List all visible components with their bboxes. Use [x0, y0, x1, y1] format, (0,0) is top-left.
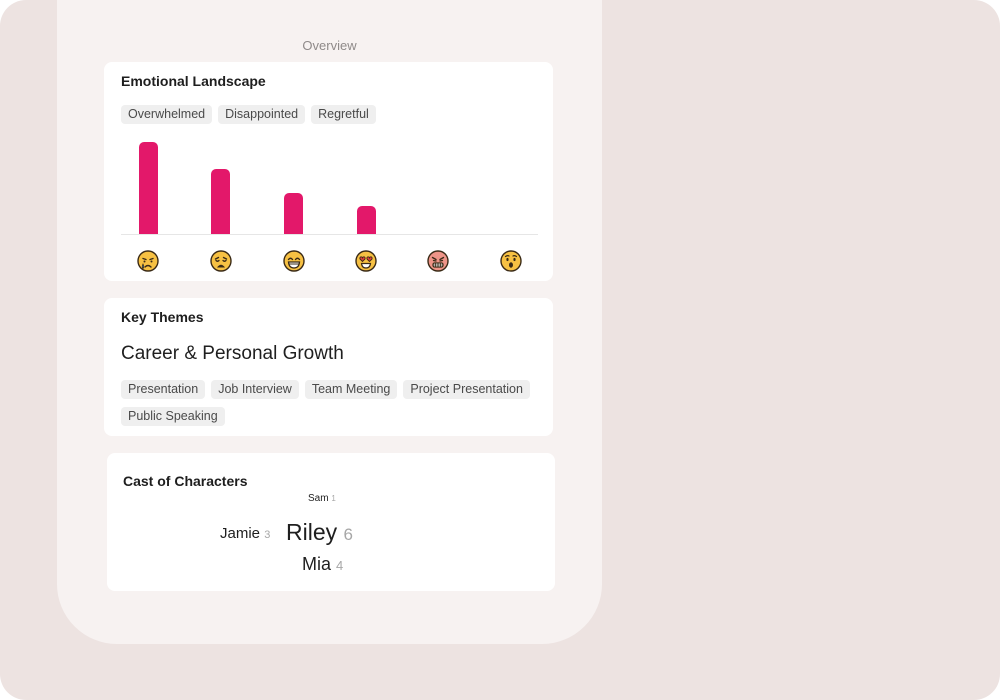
key-themes-title: Key Themes — [121, 309, 204, 325]
theme-tag[interactable]: Job Interview — [211, 380, 299, 399]
cast-card: Cast of Characters Sam 1 Jamie 3 Riley 6… — [107, 453, 555, 591]
character-jamie[interactable]: Jamie 3 — [220, 525, 270, 542]
emotion-bar-grinning-face — [283, 193, 303, 234]
character-count: 3 — [264, 529, 271, 541]
emotion-chart — [121, 132, 538, 234]
weary-face-icon — [210, 250, 232, 272]
character-riley[interactable]: Riley 6 — [286, 519, 353, 546]
character-sam[interactable]: Sam 1 — [308, 493, 336, 504]
angry-face-icon — [427, 250, 449, 272]
emotion-tag[interactable]: Overwhelmed — [121, 105, 213, 124]
emotion-bar-weary-face — [211, 168, 231, 234]
key-themes-card: Key Themes Career & Personal Growth Pres… — [104, 298, 553, 436]
emotional-landscape-title: Emotional Landscape — [121, 73, 266, 89]
cast-title: Cast of Characters — [123, 473, 248, 489]
character-name: Jamie — [220, 525, 261, 542]
surprised-face-icon — [500, 250, 522, 272]
heart-eyes-face-icon — [355, 250, 377, 272]
theme-heading: Career & Personal Growth — [121, 343, 344, 364]
theme-tag[interactable]: Public Speaking — [121, 407, 225, 426]
overview-label: Overview — [302, 38, 357, 53]
emotion-tag[interactable]: Disappointed — [218, 105, 306, 124]
emotional-landscape-card: Emotional Landscape Overwhelmed Disappoi… — [104, 62, 553, 281]
grinning-face-icon — [283, 250, 305, 272]
character-name: Sam — [308, 493, 329, 504]
character-count: 1 — [331, 494, 336, 503]
crying-face-icon — [137, 250, 159, 272]
chart-baseline — [121, 234, 538, 235]
emotion-bar-heart-eyes-face — [356, 206, 376, 234]
character-count: 4 — [336, 558, 344, 573]
emotion-tags: Overwhelmed Disappointed Regretful — [121, 105, 376, 124]
character-name: Riley — [286, 519, 338, 545]
character-name: Mia — [302, 554, 332, 574]
character-count: 6 — [343, 525, 353, 544]
theme-tag[interactable]: Team Meeting — [304, 380, 398, 399]
emotion-bar-crying-face — [138, 142, 158, 234]
theme-tag[interactable]: Presentation — [121, 380, 206, 399]
emotion-tag[interactable]: Regretful — [311, 105, 376, 124]
character-mia[interactable]: Mia 4 — [302, 554, 343, 575]
phone-screen: Overview Emotional Landscape Overwhelmed… — [57, 0, 602, 644]
theme-tag[interactable]: Project Presentation — [403, 380, 530, 399]
theme-tags: Presentation Job Interview Team Meeting … — [121, 380, 541, 426]
